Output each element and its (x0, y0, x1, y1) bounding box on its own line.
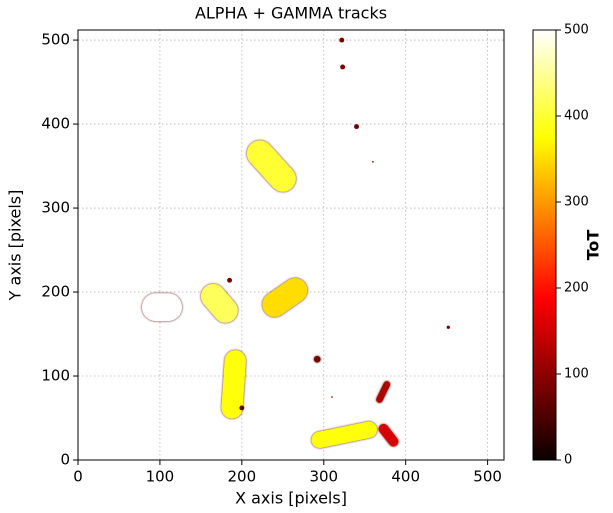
track (379, 384, 386, 399)
colorbar-tick-label: 300 (564, 195, 589, 210)
colorbar-tick-label: 100 (564, 367, 589, 382)
colorbar-tick-label: 400 (564, 109, 589, 124)
x-axis-label: X axis [pixels] (235, 489, 347, 508)
colorbar (533, 30, 556, 460)
track (232, 361, 235, 408)
plot-frame (78, 30, 504, 460)
y-axis-label: Y axis [pixels] (6, 190, 25, 302)
x-tick-label: 100 (146, 468, 175, 486)
y-tick-label: 200 (41, 283, 70, 301)
track (275, 290, 295, 304)
track (384, 429, 394, 442)
track (320, 430, 369, 440)
y-tick-label: 500 (41, 31, 70, 49)
y-tick-label: 100 (41, 367, 70, 385)
x-tick-label: 400 (391, 468, 420, 486)
y-tick-label: 400 (41, 115, 70, 133)
colorbar-tick-label: 0 (564, 453, 572, 468)
colorbar-label: ToT (584, 230, 603, 261)
y-tick-label: 0 (60, 451, 70, 469)
colorbar-tick-label: 200 (564, 281, 589, 296)
x-tick-label: 300 (309, 468, 338, 486)
x-tick-label: 500 (473, 468, 502, 486)
chart: ALPHA + GAMMA tracks X axis [pixels] Y a… (0, 0, 613, 513)
chart-title: ALPHA + GAMMA tracks (195, 4, 387, 23)
x-tick-label: 200 (228, 468, 257, 486)
track (213, 296, 225, 310)
x-tick-label: 0 (73, 468, 83, 486)
track (260, 153, 283, 178)
y-tick-label: 300 (41, 199, 70, 217)
colorbar-tick-label: 500 (564, 23, 589, 38)
